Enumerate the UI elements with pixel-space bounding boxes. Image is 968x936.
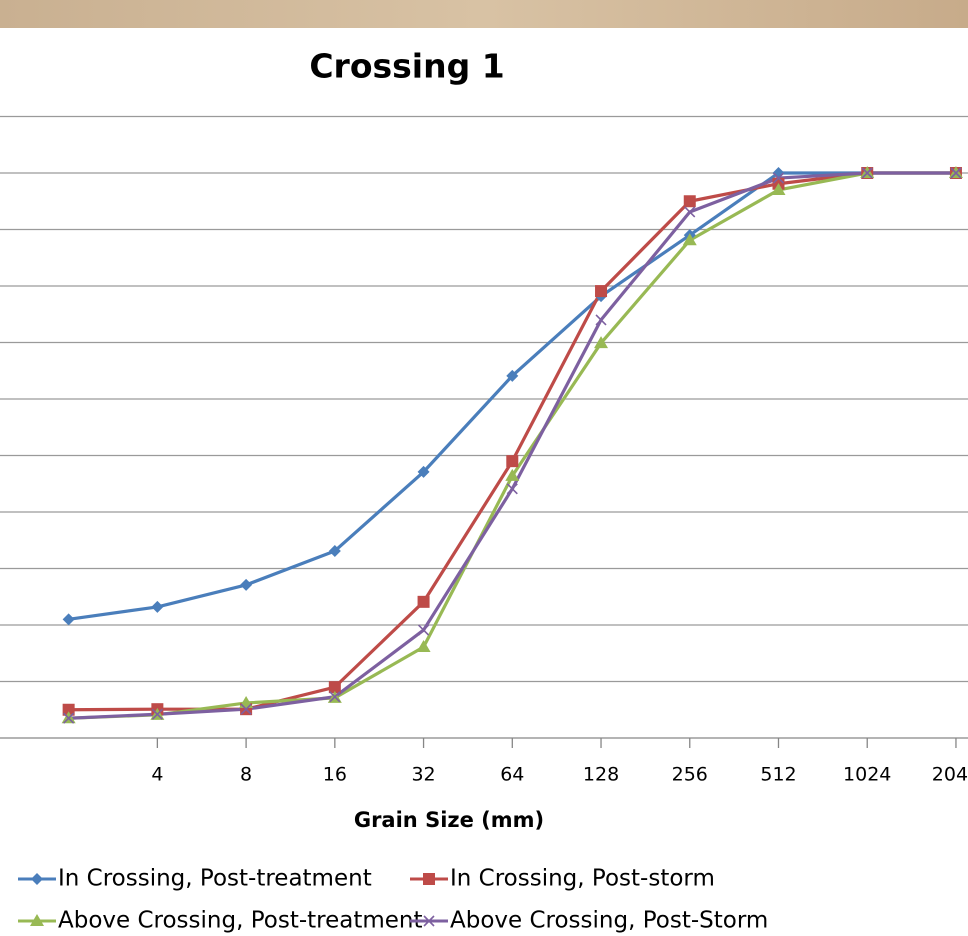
marker — [506, 455, 518, 467]
x-tick-label: 32 — [411, 764, 435, 786]
series-line — [69, 173, 956, 718]
legend: In Crossing, Post-treatment In Crossing, … — [18, 866, 768, 934]
marker — [423, 873, 435, 885]
legend-label: In Crossing, Post-treatment — [58, 866, 372, 892]
chart: Crossing 1 Grain Size (mm) 4 8 16 32 64 128 25… — [0, 0, 968, 936]
x-tick-label: 2048 — [932, 764, 968, 786]
marker — [63, 613, 75, 625]
marker — [240, 579, 252, 591]
marker — [151, 601, 163, 613]
x-tick-label: 256 — [672, 764, 708, 786]
legend-label: In Crossing, Post-storm — [450, 866, 715, 892]
series-line — [69, 173, 956, 619]
series-line — [69, 173, 956, 710]
marker — [507, 484, 517, 494]
header-band — [0, 0, 968, 28]
marker — [418, 596, 430, 608]
plot-area — [62, 166, 963, 723]
x-tick-label: 64 — [500, 764, 524, 786]
x-axis-title: Grain Size (mm) — [354, 808, 544, 832]
chart-title: Crossing 1 — [309, 47, 504, 86]
x-tick-label: 16 — [323, 764, 347, 786]
legend-label: Above Crossing, Post-Storm — [450, 908, 768, 934]
x-tick-label: 128 — [583, 764, 619, 786]
series-line — [69, 173, 956, 718]
x-tick-label: 8 — [240, 764, 252, 786]
grid: 4 8 16 32 64 128 256 512 1024 2048 — [0, 117, 968, 786]
x-tick-label: 512 — [760, 764, 796, 786]
x-tick-label: 4 — [151, 764, 163, 786]
legend-label: Above Crossing, Post-treatment — [58, 908, 423, 934]
marker — [419, 625, 429, 635]
marker — [595, 285, 607, 297]
marker — [31, 873, 43, 885]
marker — [596, 315, 606, 325]
marker — [417, 640, 431, 652]
x-tick-label: 1024 — [843, 764, 891, 786]
marker — [684, 195, 696, 207]
